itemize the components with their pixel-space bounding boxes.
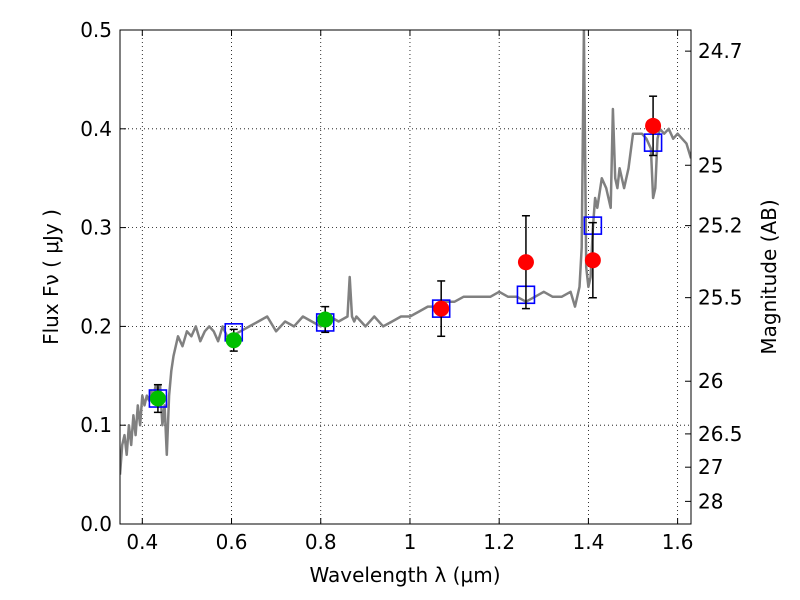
y2-tick-label: 25 [698,153,723,177]
data-point [225,332,242,349]
y-tick-label: 0.5 [80,18,112,42]
grid [120,29,691,525]
data-point [645,117,662,134]
y2-tick-label: 24.7 [698,39,743,63]
y2-tick-label: 27 [698,455,723,479]
x-axis-label: Wavelength λ (μm) [309,563,500,587]
data-point [433,300,450,317]
y2-tick-label: 26.5 [698,422,743,446]
y2-axis-label: Magnitude (AB) [757,199,781,354]
x-tick-label: 0.6 [216,530,248,554]
x-tick-label: 1.2 [483,530,515,554]
plot-frame [119,29,692,525]
x-tick-label: 1 [404,530,417,554]
y-tick-label: 0.2 [80,314,112,338]
data-point [149,390,166,407]
x-tick-label: 0.4 [126,530,158,554]
spectrum-line [120,30,691,475]
x-tick-label: 1.6 [662,530,694,554]
x-tick-label: 1.4 [572,530,604,554]
y2-tick-label: 28 [698,489,723,513]
y2-tick-label: 25.2 [698,214,743,238]
data-point [517,254,534,271]
y-tick-label: 0.3 [80,216,112,240]
axis-ticks: 0.4 0.6 0.8 1 1.2 1.4 1.6 0.0 0.1 0.2 0.3 0.4 0.5 24.… [80,18,742,554]
y-tick-label: 0.4 [80,117,112,141]
data-point [584,252,601,269]
y-tick-label: 0.0 [80,512,112,536]
plot-area [120,30,691,475]
y2-tick-label: 25.5 [698,286,743,310]
y2-tick-label: 26 [698,369,723,393]
x-tick-label: 0.8 [305,530,337,554]
y-tick-label: 0.1 [80,413,112,437]
data-point [317,311,334,328]
y-axis-label: Flux Fν ( μJy ) [39,209,63,345]
